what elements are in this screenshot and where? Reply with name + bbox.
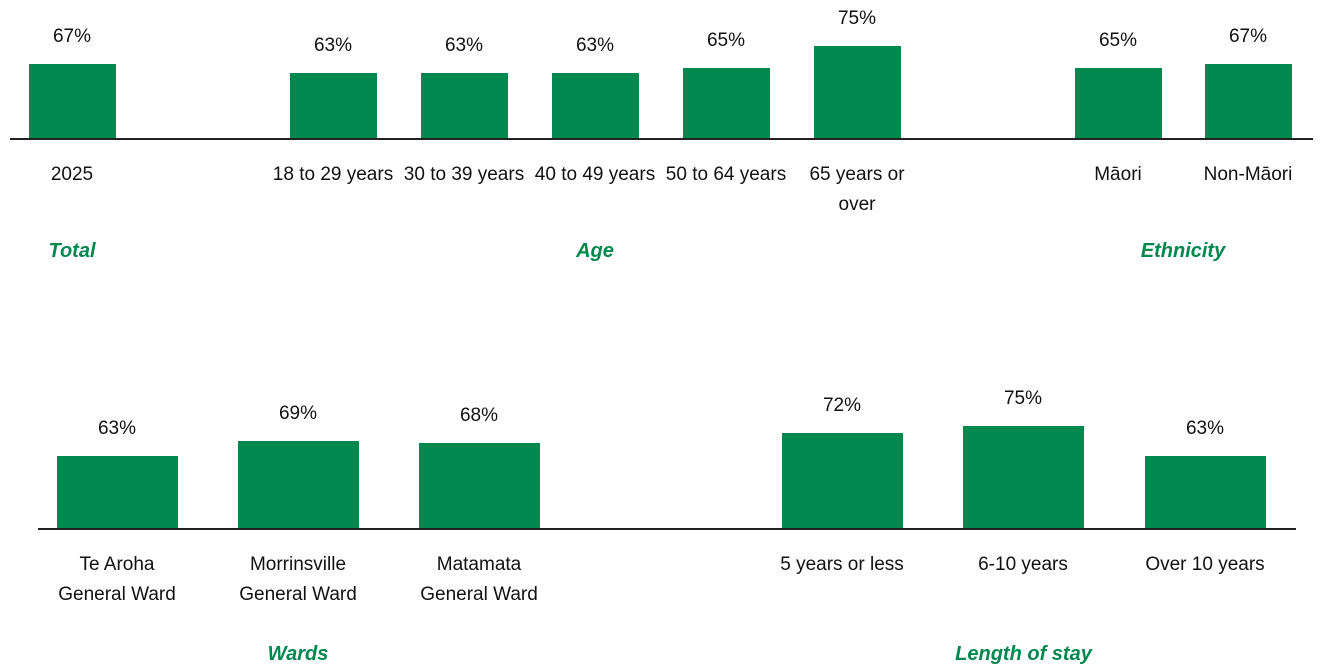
bar — [1074, 68, 1162, 138]
value-label: 68% — [459, 405, 499, 426]
group-title: Length of stay — [955, 643, 1092, 665]
category-label: Te Aroha General Ward — [58, 554, 176, 605]
value-label: 75% — [837, 7, 877, 29]
category-label: Matamata General Ward — [420, 554, 538, 605]
value-label: 63% — [444, 34, 484, 56]
value-label: 67% — [1228, 25, 1268, 47]
bar — [28, 63, 116, 138]
category-label: 50 to 64 years — [665, 164, 787, 185]
bar — [962, 425, 1084, 528]
category-label: 30 to 39 years — [403, 164, 525, 185]
bar — [289, 72, 377, 138]
group-title: Ethnicity — [1140, 240, 1226, 262]
bar — [1144, 455, 1266, 528]
category-label: Over 10 years — [1145, 554, 1265, 575]
group-title: Age — [576, 240, 614, 262]
bar — [781, 433, 903, 528]
category-label: Morrinsville General Ward — [239, 554, 357, 605]
value-label: 63% — [575, 34, 615, 56]
bar — [1204, 63, 1292, 138]
value-label: 65% — [706, 30, 746, 52]
bar — [682, 68, 770, 138]
bar — [56, 455, 178, 528]
baseline — [38, 528, 1296, 530]
value-label: 69% — [278, 402, 318, 424]
category-label: Non-Māori — [1203, 164, 1293, 185]
baseline — [10, 138, 1313, 140]
bar — [420, 72, 508, 138]
category-label: 6-10 years — [978, 554, 1068, 575]
category-label: 2025 — [50, 164, 94, 185]
category-label: 65 years or over — [809, 164, 905, 215]
value-label: 63% — [97, 417, 137, 439]
value-label: 65% — [1098, 30, 1138, 52]
bar — [418, 443, 540, 528]
category-label: 18 to 29 years — [272, 164, 394, 185]
bar — [237, 440, 359, 528]
group-title: Total — [48, 240, 96, 262]
value-label: 72% — [822, 395, 862, 416]
value-label: 63% — [313, 34, 353, 56]
category-label: Māori — [1094, 164, 1142, 185]
value-label: 63% — [1185, 417, 1225, 439]
value-label: 67% — [52, 25, 92, 47]
value-label: 75% — [1003, 387, 1043, 409]
bar — [551, 72, 639, 138]
category-label: 40 to 49 years — [534, 164, 656, 185]
bar — [813, 45, 901, 138]
group-title: Wards — [267, 643, 329, 665]
category-label: 5 years or less — [780, 554, 904, 575]
